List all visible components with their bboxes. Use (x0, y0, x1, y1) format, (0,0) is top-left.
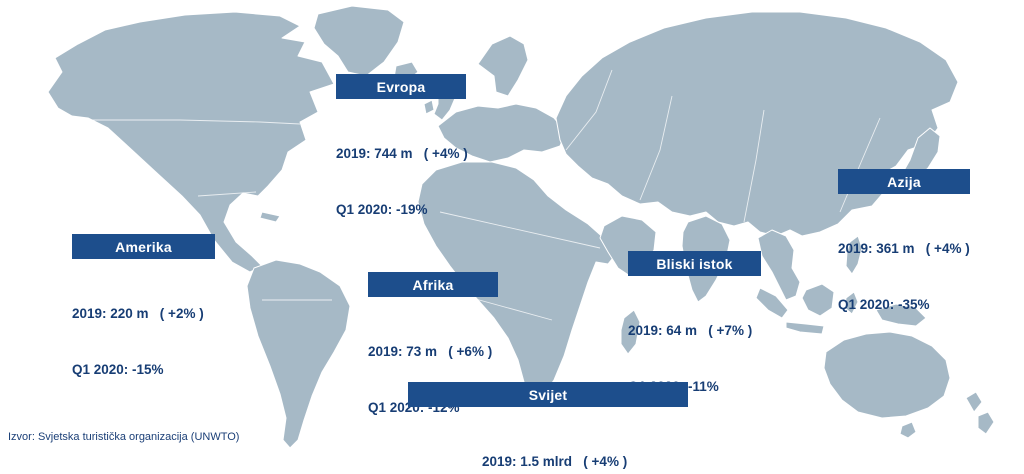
continent-australia (823, 331, 951, 419)
continent-south-america (246, 259, 351, 449)
region-callout-svijet: Svijet 2019: 1.5 mlrd ( +4% ) Q1 2020: -… (408, 382, 688, 474)
stat-2019: 2019: 64 m ( +7% ) (628, 322, 753, 338)
region-name: Azija (887, 174, 921, 190)
region-callout-evropa: Evropa 2019: 744 m ( +4% ) Q1 2020: -19% (336, 74, 468, 258)
region-stats-evropa: 2019: 744 m ( +4% ) Q1 2020: -19% (336, 107, 468, 258)
region-name: Afrika (412, 277, 454, 293)
region-label-svijet: Svijet (408, 382, 688, 407)
stat-2019: 2019: 73 m ( +6% ) (368, 343, 493, 359)
region-name: Amerika (115, 239, 172, 255)
region-stats-svijet: 2019: 1.5 mlrd ( +4% ) Q1 2020: -22% (408, 415, 688, 474)
stat-q1-2020: Q1 2020: -15% (72, 362, 164, 378)
stat-2019: 2019: 1.5 mlrd ( +4% ) (482, 453, 628, 469)
stat-q1-2020: Q1 2020: -35% (838, 297, 930, 313)
region-stats-amerika: 2019: 220 m ( +2% ) Q1 2020: -15% (72, 267, 215, 418)
continent-north-america (47, 11, 335, 273)
continent-europe (437, 103, 567, 163)
country-borders (92, 69, 881, 321)
continent-africa (417, 161, 617, 397)
source-note: Izvor: Svjetska turistička organizacija … (8, 431, 240, 443)
stat-q1-2020: Q1 2020: -19% (336, 202, 428, 218)
region-name: Svijet (528, 387, 568, 403)
stat-2019: 2019: 744 m ( +4% ) (336, 145, 468, 161)
region-label-bliski-istok: Bliski istok (628, 251, 761, 276)
greenland (313, 5, 405, 77)
region-callout-amerika: Amerika 2019: 220 m ( +2% ) Q1 2020: -15… (72, 234, 215, 418)
stat-2019: 2019: 361 m ( +4% ) (838, 240, 970, 256)
region-name: Bliski istok (656, 256, 733, 272)
region-label-evropa: Evropa (336, 74, 466, 99)
region-label-azija: Azija (838, 169, 970, 194)
region-label-afrika: Afrika (368, 272, 498, 297)
region-callout-azija: Azija 2019: 361 m ( +4% ) Q1 2020: -35% (838, 169, 970, 353)
region-stats-azija: 2019: 361 m ( +4% ) Q1 2020: -35% (838, 202, 970, 353)
region-name: Evropa (376, 79, 426, 95)
stat-2019: 2019: 220 m ( +2% ) (72, 305, 204, 321)
region-label-amerika: Amerika (72, 234, 215, 259)
